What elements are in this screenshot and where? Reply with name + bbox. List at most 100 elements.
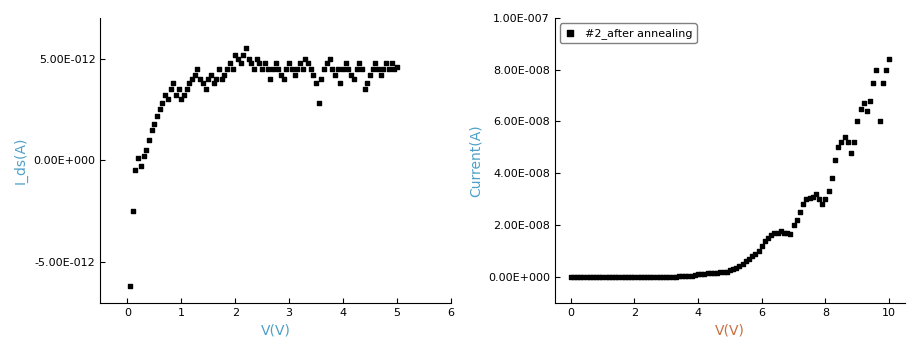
#2_after annealing <box>789 217 804 223</box>
#2_after annealing <box>685 273 699 278</box>
#2_after annealing <box>834 139 849 145</box>
Point <box>144 127 159 133</box>
Point <box>136 153 151 159</box>
Point <box>155 100 170 106</box>
Point <box>390 64 404 69</box>
#2_after annealing <box>627 274 641 280</box>
Y-axis label: I_ds(A): I_ds(A) <box>14 137 28 184</box>
Point <box>260 66 275 72</box>
#2_after annealing <box>703 270 718 276</box>
Point <box>255 66 269 72</box>
#2_after annealing <box>815 201 830 207</box>
Y-axis label: Current(A): Current(A) <box>469 124 482 197</box>
#2_after annealing <box>566 274 581 280</box>
Point <box>153 107 167 112</box>
Point <box>323 56 337 61</box>
#2_after annealing <box>691 271 706 277</box>
#2_after annealing <box>770 230 785 236</box>
Point <box>142 137 156 143</box>
#2_after annealing <box>767 230 782 236</box>
Point <box>368 60 382 65</box>
#2_after annealing <box>716 269 731 275</box>
Point <box>379 60 393 65</box>
Point <box>190 66 205 72</box>
Point <box>239 46 254 51</box>
Point <box>225 66 240 72</box>
Point <box>363 72 378 78</box>
#2_after annealing <box>787 222 801 228</box>
Point <box>333 80 347 86</box>
Point <box>309 80 323 86</box>
Point <box>158 92 173 98</box>
#2_after annealing <box>805 194 820 199</box>
#2_after annealing <box>630 274 645 280</box>
Point <box>222 60 237 65</box>
Point <box>220 66 234 72</box>
Point <box>252 60 267 65</box>
#2_after annealing <box>809 191 823 197</box>
#2_after annealing <box>850 119 865 124</box>
Point <box>292 60 307 65</box>
Point <box>171 86 186 92</box>
Point <box>165 80 180 86</box>
#2_after annealing <box>764 233 778 238</box>
Point <box>298 56 312 61</box>
Point <box>196 80 210 86</box>
#2_after annealing <box>583 274 597 280</box>
Point <box>133 164 148 169</box>
Point <box>174 97 188 102</box>
X-axis label: V(V): V(V) <box>715 323 744 337</box>
Point <box>236 52 251 57</box>
#2_after annealing <box>605 274 619 280</box>
#2_after annealing <box>876 80 891 85</box>
#2_after annealing <box>675 273 689 279</box>
#2_after annealing <box>570 274 584 280</box>
#2_after annealing <box>879 67 893 72</box>
#2_after annealing <box>744 253 759 259</box>
Point <box>185 76 199 82</box>
#2_after annealing <box>713 270 728 275</box>
#2_after annealing <box>659 274 674 280</box>
#2_after annealing <box>742 256 756 261</box>
#2_after annealing <box>643 274 658 280</box>
#2_after annealing <box>754 243 769 249</box>
#2_after annealing <box>687 272 702 278</box>
#2_after annealing <box>592 274 607 280</box>
#2_after annealing <box>598 274 613 280</box>
Point <box>164 86 178 92</box>
Point <box>387 66 402 72</box>
Point <box>182 80 197 86</box>
Point <box>150 113 165 118</box>
#2_after annealing <box>573 274 587 280</box>
Point <box>366 66 380 72</box>
Point <box>303 66 318 72</box>
Point <box>168 92 183 98</box>
#2_after annealing <box>882 57 897 62</box>
#2_after annealing <box>853 106 868 111</box>
Legend: #2_after annealing: #2_after annealing <box>561 24 697 44</box>
Point <box>193 76 208 82</box>
#2_after annealing <box>649 274 664 280</box>
Point <box>338 60 353 65</box>
Point <box>211 66 226 72</box>
Point <box>349 66 364 72</box>
Point <box>257 60 272 65</box>
Point <box>344 72 358 78</box>
Point <box>287 72 301 78</box>
Point <box>373 72 388 78</box>
Point <box>381 66 396 72</box>
#2_after annealing <box>614 274 629 280</box>
Point <box>249 56 264 61</box>
#2_after annealing <box>579 274 594 280</box>
Point <box>330 66 345 72</box>
#2_after annealing <box>774 229 789 234</box>
Point <box>277 76 291 82</box>
Point <box>279 66 294 72</box>
#2_after annealing <box>585 274 600 280</box>
#2_after annealing <box>607 274 622 280</box>
#2_after annealing <box>668 274 683 279</box>
Point <box>147 121 162 126</box>
Point <box>244 60 259 65</box>
#2_after annealing <box>596 274 610 280</box>
#2_after annealing <box>840 139 855 145</box>
